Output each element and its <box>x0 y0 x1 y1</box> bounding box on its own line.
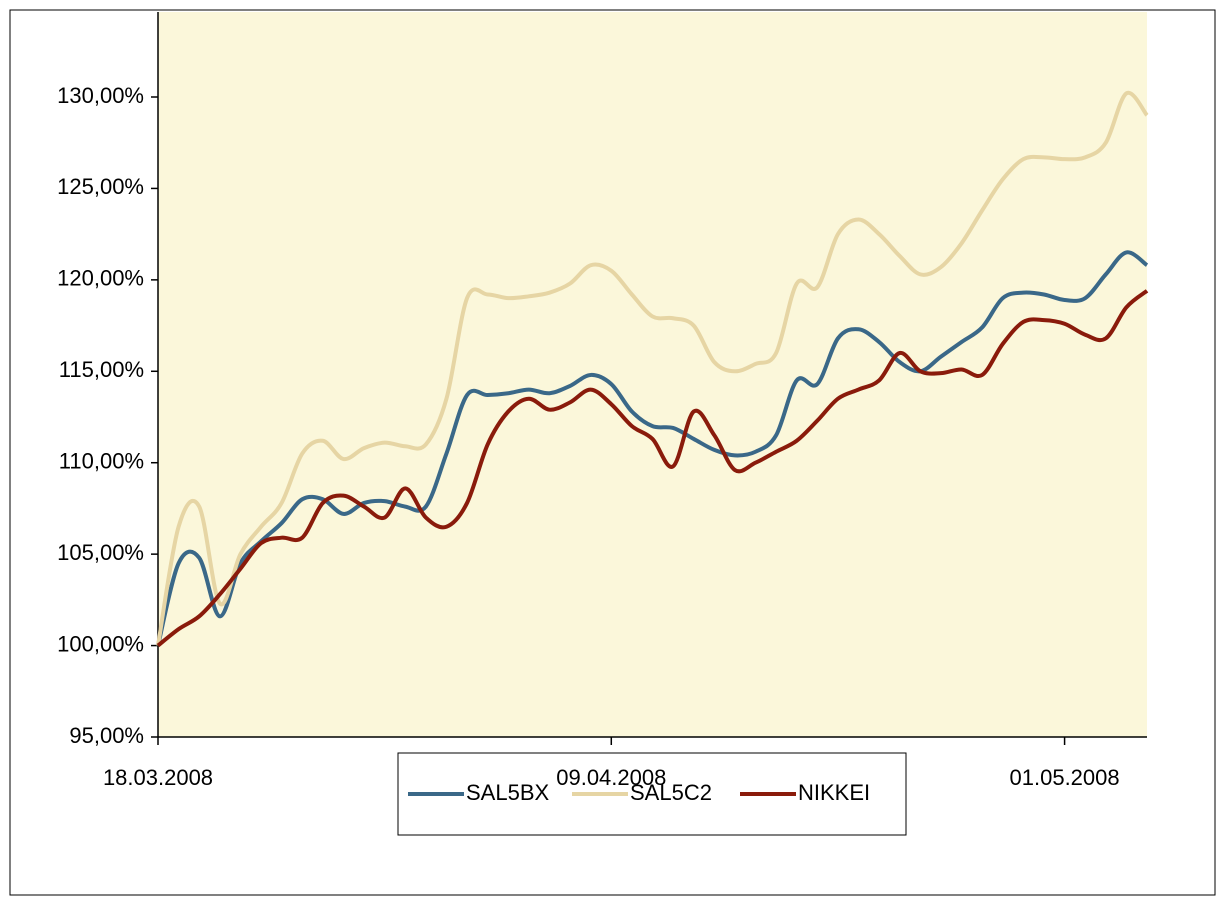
series-line <box>156 250 1149 647</box>
x-tick-label: 18.03.2008 <box>103 765 213 790</box>
series-line <box>156 90 1149 646</box>
series-line <box>156 289 1149 648</box>
y-tick-label: 100,00% <box>57 631 144 656</box>
y-tick-label: 130,00% <box>57 83 144 108</box>
legend-box <box>397 752 907 836</box>
legend-label: NIKKEI <box>798 780 870 805</box>
y-tick-label: 110,00% <box>59 449 144 474</box>
legend-label: SAL5BX <box>466 780 549 805</box>
y-tick-label: 115,00% <box>59 357 144 382</box>
y-tick-label: 105,00% <box>57 540 144 565</box>
x-tick-label: 09.04.2008 <box>556 765 666 790</box>
y-tick-label: 125,00% <box>57 174 144 199</box>
y-tick-label: 120,00% <box>57 266 144 291</box>
legend-label: SAL5C2 <box>630 780 712 805</box>
y-tick-label: 95,00% <box>69 723 144 748</box>
x-tick-label: 01.05.2008 <box>1010 765 1120 790</box>
plot-area <box>158 12 1147 737</box>
